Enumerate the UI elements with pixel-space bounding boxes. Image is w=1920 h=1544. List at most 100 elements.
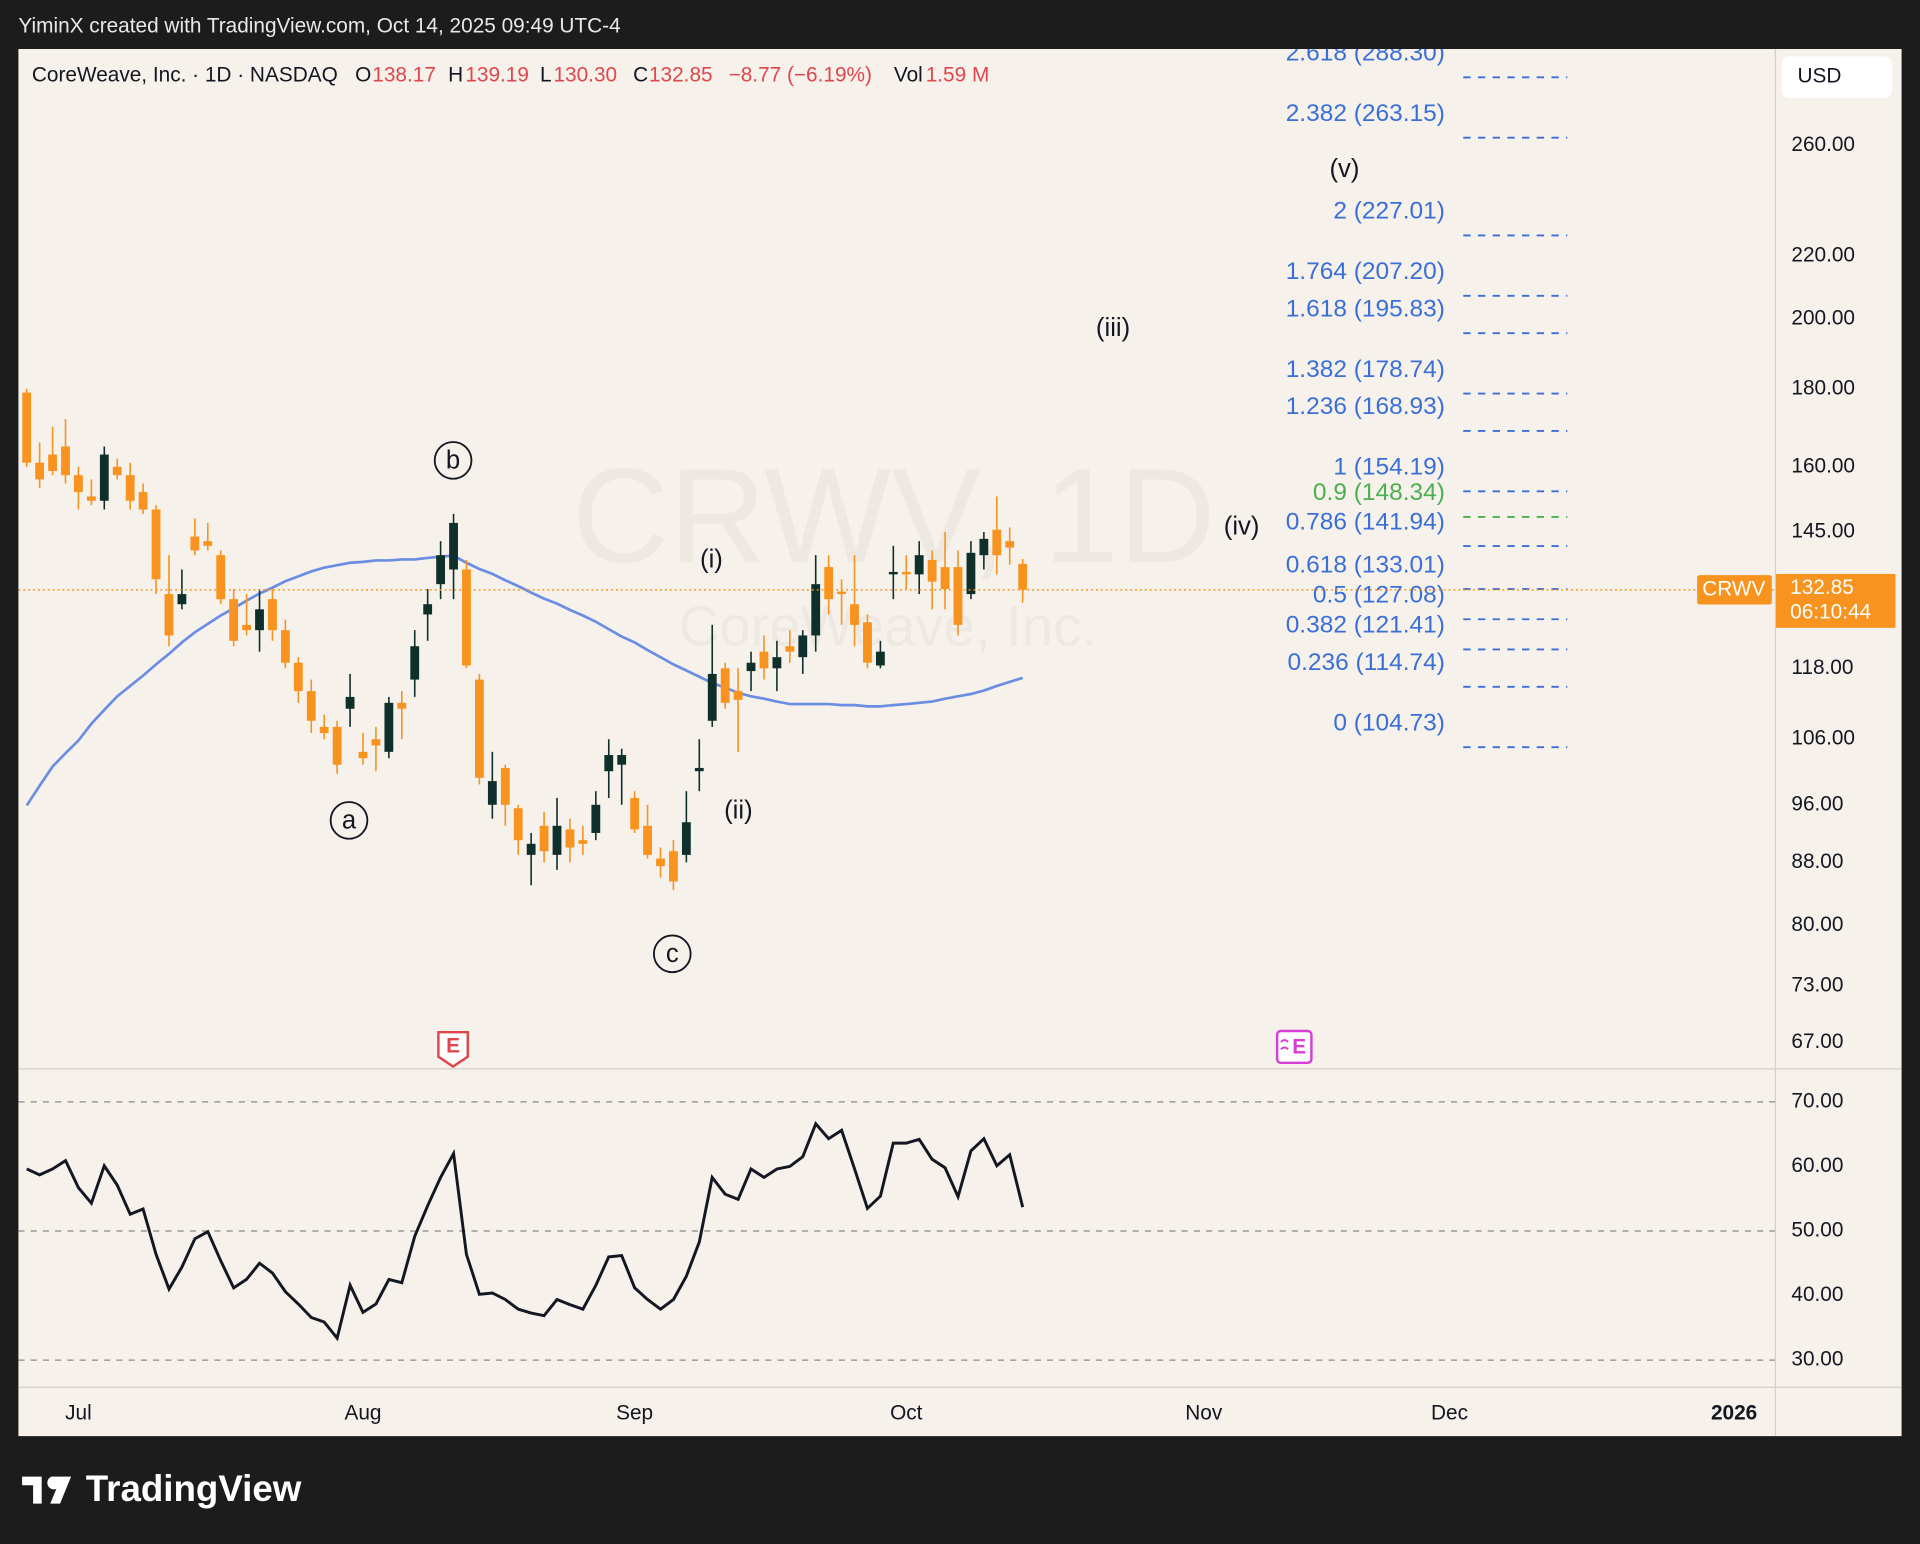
candle-body xyxy=(397,702,407,709)
x-tick-label: 2026 xyxy=(1711,1402,1757,1425)
earnings-icon[interactable] xyxy=(437,1030,470,1068)
wave-label: (iv) xyxy=(1224,513,1260,541)
candle-body xyxy=(630,797,640,830)
candle-body xyxy=(707,673,717,721)
candle-body xyxy=(436,555,446,585)
header-bar xyxy=(0,0,1920,49)
candle-body xyxy=(552,825,562,855)
rsi-line xyxy=(26,1120,1025,1342)
candle-body xyxy=(681,822,691,855)
candle-body xyxy=(293,662,303,692)
legend-value: 130.30 xyxy=(553,63,617,86)
candle-body xyxy=(151,509,161,580)
legend-value: 132.85 xyxy=(649,63,713,86)
candle-body xyxy=(462,569,471,666)
legend-name: CoreWeave, Inc. · 1D · NASDAQ xyxy=(32,63,338,86)
fib-label: 1.382 (178.74) xyxy=(1286,356,1445,383)
y-tick-label: 145.00 xyxy=(1791,519,1855,542)
y-tick-label: 260.00 xyxy=(1791,133,1855,156)
fib-label: 1 (154.19) xyxy=(1333,454,1445,481)
candle-body xyxy=(850,604,859,625)
price-tag-label: 132.85 xyxy=(1790,576,1854,599)
candle-body xyxy=(694,767,704,772)
candle-body xyxy=(358,751,368,759)
y-tick-label: 88.00 xyxy=(1791,850,1843,873)
x-tick-label: Aug xyxy=(344,1402,381,1425)
y-tick-label: 50.00 xyxy=(1791,1219,1843,1242)
fib-label: 2 (227.01) xyxy=(1333,198,1445,225)
candle-body xyxy=(22,392,32,463)
earnings-label[interactable]: E xyxy=(1292,1036,1306,1059)
y-tick-label: 67.00 xyxy=(1791,1030,1843,1053)
wave-circle xyxy=(329,801,369,840)
symbol-tag-label: CRWV xyxy=(1702,577,1765,600)
candle-body xyxy=(733,691,743,700)
fib-label: 0.5 (127.08) xyxy=(1313,581,1445,608)
legend-value: 139.19 xyxy=(465,63,529,86)
symbol-tag xyxy=(1697,575,1772,605)
candle-body xyxy=(875,651,885,666)
candle-body xyxy=(526,843,536,855)
wave-circle xyxy=(652,934,692,974)
fib-label: 0.382 (121.41) xyxy=(1286,612,1445,639)
candle-body xyxy=(992,529,1002,556)
candle-body xyxy=(927,559,937,582)
candle-body xyxy=(35,462,45,480)
candle-body xyxy=(306,691,316,721)
currency-button[interactable] xyxy=(1781,56,1892,98)
candle-body xyxy=(203,541,213,546)
x-tick-label: Dec xyxy=(1431,1402,1468,1425)
candle-body xyxy=(617,755,627,765)
wave-label: b xyxy=(446,446,460,474)
candle-body xyxy=(565,829,575,848)
candle-body xyxy=(125,475,135,501)
candle-body xyxy=(914,555,924,575)
candle-body xyxy=(513,808,523,841)
y-tick-label: 40.00 xyxy=(1791,1283,1843,1306)
candle-body xyxy=(785,646,795,652)
wave-label: (iii) xyxy=(1096,314,1130,342)
candle-body xyxy=(268,599,277,631)
y-tick-label: 70.00 xyxy=(1791,1089,1843,1112)
x-tick-label: Oct xyxy=(890,1402,923,1425)
earnings-icon[interactable] xyxy=(1275,1029,1313,1065)
wave-label: (i) xyxy=(700,546,723,574)
wave-label: a xyxy=(342,806,357,834)
candle-body xyxy=(746,662,756,672)
candle-body xyxy=(578,840,588,844)
candle-body xyxy=(319,726,329,734)
candle-body xyxy=(255,609,264,631)
x-tick-label: Jul xyxy=(65,1402,92,1425)
candle-body xyxy=(475,679,484,778)
wave-label: c xyxy=(666,940,679,968)
fib-label: 1.236 (168.93) xyxy=(1286,393,1445,420)
candle-body xyxy=(86,496,96,501)
candle-body xyxy=(1018,563,1028,590)
fib-label: 1.764 (207.20) xyxy=(1286,258,1445,285)
wave-circle xyxy=(433,441,473,480)
chart-background xyxy=(18,48,1902,1437)
candle-body xyxy=(423,604,433,615)
candle-body xyxy=(901,571,911,575)
currency-label[interactable]: USD xyxy=(1798,65,1842,88)
legend-key: H xyxy=(448,63,463,86)
earnings-label[interactable]: E xyxy=(446,1034,460,1057)
candle-body xyxy=(591,804,601,833)
candle-body xyxy=(720,668,730,703)
candle-body xyxy=(759,651,769,669)
legend-key: Vol xyxy=(894,63,923,86)
fib-label: 0 (104.73) xyxy=(1333,709,1445,736)
y-tick-label: 60.00 xyxy=(1791,1154,1843,1177)
y-tick-label: 220.00 xyxy=(1791,244,1855,267)
legend-value: 138.17 xyxy=(372,63,436,86)
price-tag xyxy=(1775,573,1896,628)
y-tick-label: 200.00 xyxy=(1791,307,1855,330)
candle-body xyxy=(345,696,355,709)
footer-bar xyxy=(0,1436,1920,1544)
x-tick-label: Sep xyxy=(616,1402,653,1425)
earnings-wave xyxy=(1280,1039,1289,1051)
candle-body xyxy=(280,630,290,663)
y-tick-label: 180.00 xyxy=(1791,376,1855,399)
